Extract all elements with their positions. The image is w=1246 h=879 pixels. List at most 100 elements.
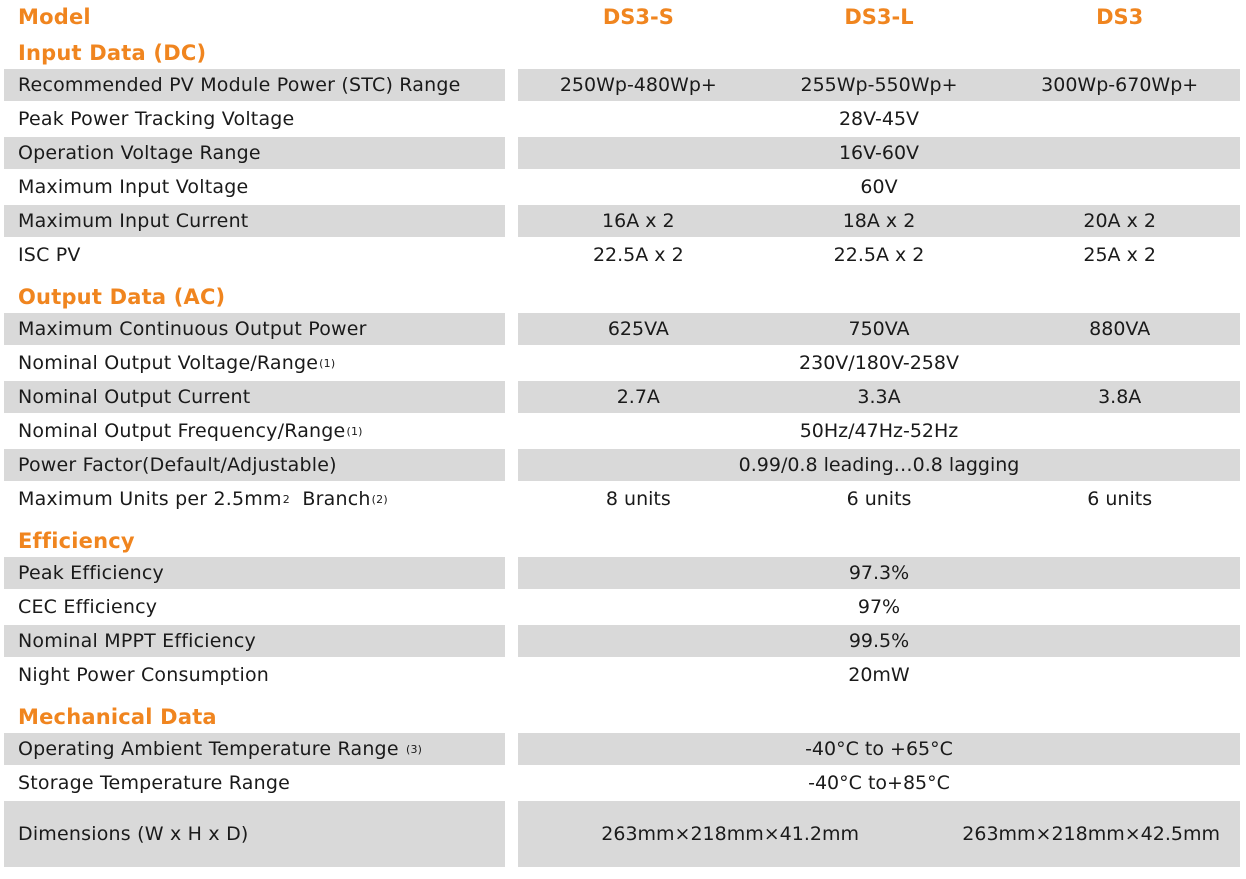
row-values: 16V-60V [518,137,1240,169]
value-cell: 230V/180V-258V [799,352,959,374]
table-row: ISC PV 22.5A x 2 22.5A x 2 25A x 2 [0,238,1246,272]
row-label: Dimensions (W x H x D) [4,801,505,867]
label-text: Maximum Input Voltage [18,176,249,198]
label-text: CEC Efficiency [18,596,158,618]
model-label: Model [18,5,91,29]
table-row: Power Factor(Default/Adjustable) 0.99/0.8… [0,448,1246,482]
row-values: 22.5A x 2 22.5A x 2 25A x 2 [518,239,1240,271]
table-row: Maximum Units per 2.5mm 2 Branch (2) 8 unit… [0,482,1246,516]
table-row: Nominal Output Current 2.7A 3.3A 3.8A [0,380,1246,414]
row-label: Night Power Consumption [4,659,505,691]
label-text: Nominal Output Current [18,386,251,408]
row-values: 97.3% [518,557,1240,589]
value-cell: 97% [857,596,901,618]
value-cell: 3.3A [857,386,901,408]
label-text: Storage Temperature Range [18,772,290,794]
value-cell: 263mm×218mm×41.2mm [601,823,859,845]
table-row: Storage Temperature Range -40°C to+85°C [0,766,1246,800]
value-cell: -40°C to +65°C [805,738,953,760]
row-label: Storage Temperature Range [4,767,505,799]
value-cell: 50Hz/47Hz-52Hz [799,420,959,442]
table-row: CEC Efficiency 97% [0,590,1246,624]
row-values: 50Hz/47Hz-52Hz [518,415,1240,447]
label-text: Maximum Units per 2.5mm [18,488,282,510]
row-label: Maximum Input Current [4,205,505,237]
section-header: Input Data (DC) [0,34,1246,68]
value-cell: 0.99/0.8 leading…0.8 lagging [738,454,1020,476]
value-cell: 20A x 2 [1083,210,1156,232]
table-row: Operating Ambient Temperature Range (3) -… [0,732,1246,766]
row-label: Recommended PV Module Power (STC) Range [4,69,505,101]
footnote-marker: 2 [282,492,290,506]
row-values: 2.7A 3.3A 3.8A [518,381,1240,413]
model-names: DS3-S DS3-L DS3 [518,1,1240,33]
section-header: Mechanical Data [0,692,1246,732]
row-values: 20mW [518,659,1240,691]
label-text: Operation Voltage Range [18,142,261,164]
row-values: 97% [518,591,1240,623]
footnote-marker: (3) [405,742,423,756]
value-cell: 250Wp-480Wp+ [559,74,717,96]
row-values: 263mm×218mm×41.2mm 263mm×218mm×42.5mm [518,801,1240,867]
row-values: -40°C to +65°C [518,733,1240,765]
section-title: Mechanical Data [18,705,217,729]
value-cell: 8 units [605,488,671,510]
value-cell: 3.8A [1098,386,1142,408]
model-ds3-l: DS3-L [844,5,914,29]
row-values: 60V [518,171,1240,203]
row-values: -40°C to+85°C [518,767,1240,799]
row-label: Power Factor(Default/Adjustable) [4,449,505,481]
label-text: Nominal MPPT Efficiency [18,630,256,652]
row-label: Operating Ambient Temperature Range (3) [4,733,505,765]
row-label: Peak Efficiency [4,557,505,589]
label-text: Nominal Output Frequency/Range [18,420,346,442]
value-cell: 880VA [1089,318,1151,340]
label-text: Recommended PV Module Power (STC) Range [18,74,461,96]
value-cell: 22.5A x 2 [833,244,925,266]
value-cell: 263mm×218mm×42.5mm [962,823,1220,845]
row-label: Nominal Output Voltage/Range (1) [4,347,505,379]
value-cell: 25A x 2 [1083,244,1156,266]
section-title: Efficiency [18,529,135,553]
row-label: Maximum Input Voltage [4,171,505,203]
value-cell: 99.5% [848,630,910,652]
table-row: Dimensions (W x H x D) 263mm×218mm×41.2mm… [0,800,1246,868]
label-text: Power Factor(Default/Adjustable) [18,454,337,476]
footnote-marker: (1) [346,424,363,438]
row-label: Maximum Continuous Output Power [4,313,505,345]
value-cell: 750VA [848,318,910,340]
row-values: 0.99/0.8 leading…0.8 lagging [518,449,1240,481]
value-cell: 6 units [846,488,912,510]
table-row: Peak Power Tracking Voltage 28V-45V [0,102,1246,136]
row-label: Maximum Units per 2.5mm 2 Branch (2) [4,483,505,515]
label-text: Branch [289,488,371,510]
model-ds3-s: DS3-S [602,5,674,29]
row-values: 28V-45V [518,103,1240,135]
footnote-marker: (1) [319,356,336,370]
value-cell: 300Wp-670Wp+ [1041,74,1199,96]
table-row: Recommended PV Module Power (STC) Range 2… [0,68,1246,102]
label-text: Peak Power Tracking Voltage [18,108,295,130]
table-row: Nominal Output Frequency/Range (1) 50Hz/47… [0,414,1246,448]
table-row: Operation Voltage Range 16V-60V [0,136,1246,170]
table-row: Maximum Continuous Output Power 625VA 750V… [0,312,1246,346]
value-cell: 22.5A x 2 [592,244,684,266]
value-cell: 97.3% [848,562,910,584]
row-values: 230V/180V-258V [518,347,1240,379]
row-label: Nominal MPPT Efficiency [4,625,505,657]
label-text: Peak Efficiency [18,562,164,584]
value-cell: 255Wp-550Wp+ [800,74,958,96]
value-cell: 6 units [1087,488,1153,510]
row-values: 625VA 750VA 880VA [518,313,1240,345]
value-cell: 28V-45V [838,108,920,130]
table-row: Night Power Consumption 20mW [0,658,1246,692]
value-cell: 60V [860,176,898,198]
table-row: Maximum Input Current 16A x 2 18A x 2 20A x… [0,204,1246,238]
model-header-row: Model DS3-S DS3-L DS3 [0,0,1246,34]
table-row: Nominal MPPT Efficiency 99.5% [0,624,1246,658]
row-values: 250Wp-480Wp+ 255Wp-550Wp+ 300Wp-670Wp+ [518,69,1240,101]
label-text: Maximum Input Current [18,210,249,232]
value-cell: 2.7A [616,386,660,408]
value-cell: 625VA [607,318,669,340]
